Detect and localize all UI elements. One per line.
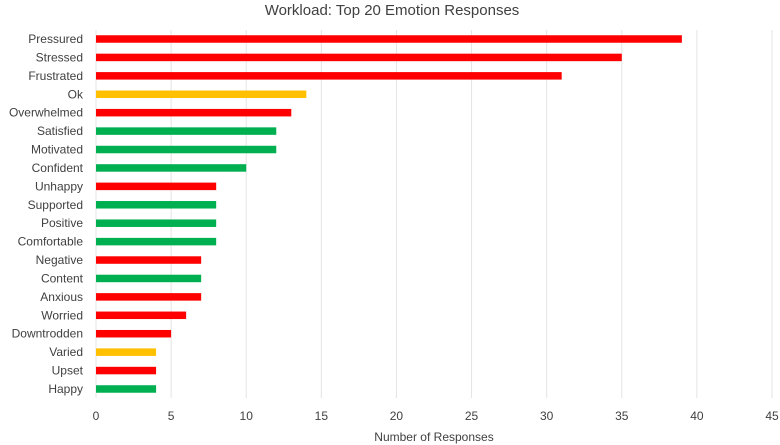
bar-ok (96, 90, 307, 99)
category-label: Upset (52, 364, 84, 378)
x-tick-label: 15 (315, 409, 329, 423)
bars (96, 35, 682, 393)
category-label: Anxious (40, 290, 83, 304)
x-tick-label: 35 (615, 409, 629, 423)
category-label: Overwhelmed (9, 106, 83, 120)
bar-frustrated (96, 72, 562, 80)
gridlines (95, 30, 773, 398)
bar-negative (96, 256, 202, 264)
bar-satisfied (96, 127, 277, 135)
category-label: Unhappy (35, 179, 83, 193)
bar-comfortable (96, 237, 217, 246)
category-label: Confident (32, 161, 84, 175)
bar-pressured (96, 35, 682, 43)
bar-upset (96, 366, 157, 375)
category-label: Motivated (31, 143, 83, 157)
bar-varied (96, 348, 157, 356)
category-labels: Pressured Stressed Frustrated Ok Overwhelmed… (9, 32, 84, 396)
bar-unhappy (96, 182, 217, 191)
bar-positive (96, 219, 217, 227)
bar-motivated (96, 145, 277, 154)
category-label: Content (41, 271, 84, 285)
bar-content (96, 274, 202, 283)
x-tick-label: 40 (690, 409, 704, 423)
bar-supported (96, 201, 217, 209)
category-label: Negative (36, 253, 84, 267)
category-label: Comfortable (18, 235, 84, 249)
category-label: Frustrated (28, 69, 83, 83)
category-label: Worried (41, 308, 83, 322)
bar-anxious (96, 293, 202, 301)
category-label: Stressed (36, 50, 83, 64)
bar-overwhelmed (96, 108, 292, 117)
category-label: Happy (48, 382, 83, 396)
x-tick-label: 10 (240, 409, 254, 423)
chart-title: Workload: Top 20 Emotion Responses (265, 2, 520, 19)
bar-stressed (96, 53, 622, 62)
category-label: Satisfied (37, 124, 83, 138)
bar-downtrodden (96, 329, 172, 338)
x-axis-title: Number of Responses (374, 430, 493, 444)
category-label: Pressured (28, 32, 83, 46)
x-tick-label: 5 (168, 409, 175, 423)
category-label: Downtrodden (12, 327, 83, 341)
category-label: Ok (68, 87, 84, 101)
bar-happy (96, 385, 157, 393)
x-tick-label: 20 (390, 409, 404, 423)
x-tick-label: 25 (465, 409, 479, 423)
bar-worried (96, 311, 187, 320)
category-label: Varied (49, 345, 83, 359)
bar-confident (96, 164, 247, 172)
category-label: Supported (28, 198, 83, 212)
x-tick-label: 30 (540, 409, 554, 423)
x-tick-label: 0 (93, 409, 100, 423)
x-tick-label: 45 (765, 409, 779, 423)
x-tick-labels: 0 5 10 15 20 25 30 35 40 45 (93, 409, 779, 423)
category-label: Positive (41, 216, 83, 230)
